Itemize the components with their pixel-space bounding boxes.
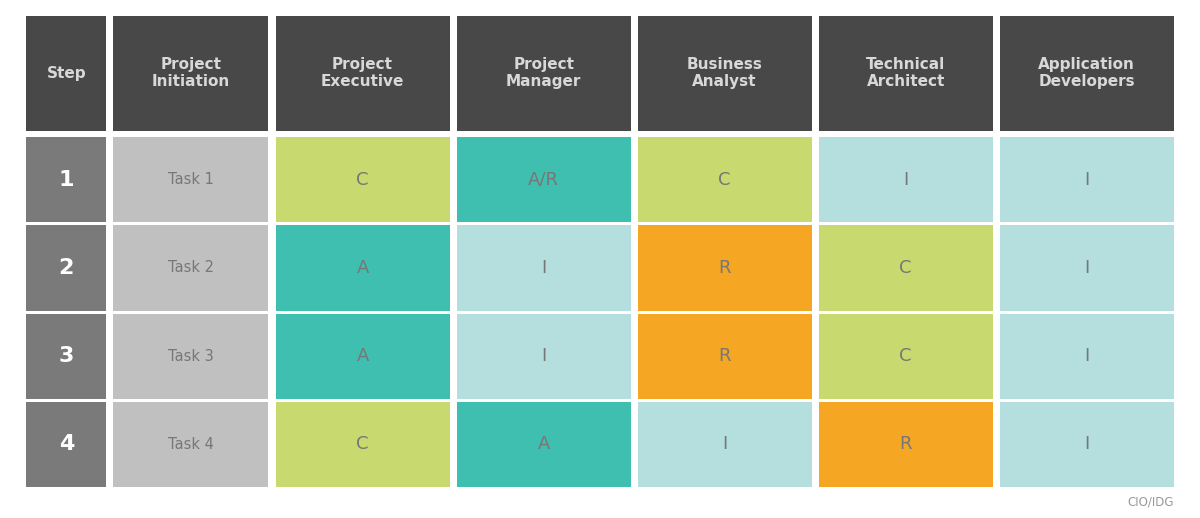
Bar xyxy=(637,137,811,222)
Bar xyxy=(457,137,630,222)
Text: C: C xyxy=(719,171,731,189)
Bar xyxy=(114,313,269,399)
Text: A: A xyxy=(538,435,550,453)
Text: I: I xyxy=(541,259,546,277)
Bar xyxy=(26,225,107,310)
Text: 1: 1 xyxy=(59,170,74,190)
Bar xyxy=(26,402,107,487)
Text: CIO/IDG: CIO/IDG xyxy=(1127,496,1174,509)
Text: Application
Developers: Application Developers xyxy=(1038,57,1135,90)
Text: R: R xyxy=(900,435,912,453)
Text: Task 1: Task 1 xyxy=(168,172,214,188)
Text: A: A xyxy=(356,259,368,277)
Text: Project
Initiation: Project Initiation xyxy=(152,57,230,90)
Text: R: R xyxy=(719,347,731,365)
Bar xyxy=(818,313,992,399)
Text: A: A xyxy=(356,347,368,365)
Text: A/R: A/R xyxy=(528,171,559,189)
Bar xyxy=(818,225,992,310)
Bar xyxy=(276,225,450,310)
Text: Task 2: Task 2 xyxy=(168,261,214,276)
Bar xyxy=(26,313,107,399)
Text: I: I xyxy=(1084,171,1090,189)
Text: Technical
Architect: Technical Architect xyxy=(866,57,946,90)
Text: Step: Step xyxy=(47,66,86,81)
Text: C: C xyxy=(356,435,368,453)
Bar xyxy=(276,313,450,399)
Text: Project
Manager: Project Manager xyxy=(506,57,581,90)
Text: C: C xyxy=(900,259,912,277)
Bar xyxy=(637,402,811,487)
Bar xyxy=(637,16,811,131)
Text: I: I xyxy=(541,347,546,365)
Bar xyxy=(457,16,630,131)
Bar xyxy=(1000,225,1174,310)
Bar xyxy=(26,16,107,131)
Bar xyxy=(1000,16,1174,131)
Bar xyxy=(1000,402,1174,487)
Text: C: C xyxy=(900,347,912,365)
Bar xyxy=(1000,137,1174,222)
Bar xyxy=(637,313,811,399)
Bar xyxy=(457,225,630,310)
Text: I: I xyxy=(904,171,908,189)
Text: 2: 2 xyxy=(59,258,74,278)
Text: I: I xyxy=(1084,347,1090,365)
Bar xyxy=(457,402,630,487)
Bar xyxy=(637,225,811,310)
Text: R: R xyxy=(719,259,731,277)
Bar xyxy=(114,137,269,222)
Text: I: I xyxy=(1084,435,1090,453)
Bar xyxy=(276,16,450,131)
Text: C: C xyxy=(356,171,368,189)
Bar xyxy=(818,137,992,222)
Bar xyxy=(114,402,269,487)
Text: Task 3: Task 3 xyxy=(168,349,214,364)
Text: Business
Analyst: Business Analyst xyxy=(686,57,762,90)
Bar xyxy=(114,16,269,131)
Text: 3: 3 xyxy=(59,346,74,366)
Text: 4: 4 xyxy=(59,435,74,454)
Text: I: I xyxy=(722,435,727,453)
Bar xyxy=(26,137,107,222)
Bar xyxy=(276,402,450,487)
Bar xyxy=(818,16,992,131)
Text: I: I xyxy=(1084,259,1090,277)
Bar xyxy=(1000,313,1174,399)
Bar xyxy=(818,402,992,487)
Bar xyxy=(276,137,450,222)
Bar xyxy=(114,225,269,310)
Text: Task 4: Task 4 xyxy=(168,437,214,452)
Bar xyxy=(457,313,630,399)
Text: Project
Executive: Project Executive xyxy=(320,57,404,90)
